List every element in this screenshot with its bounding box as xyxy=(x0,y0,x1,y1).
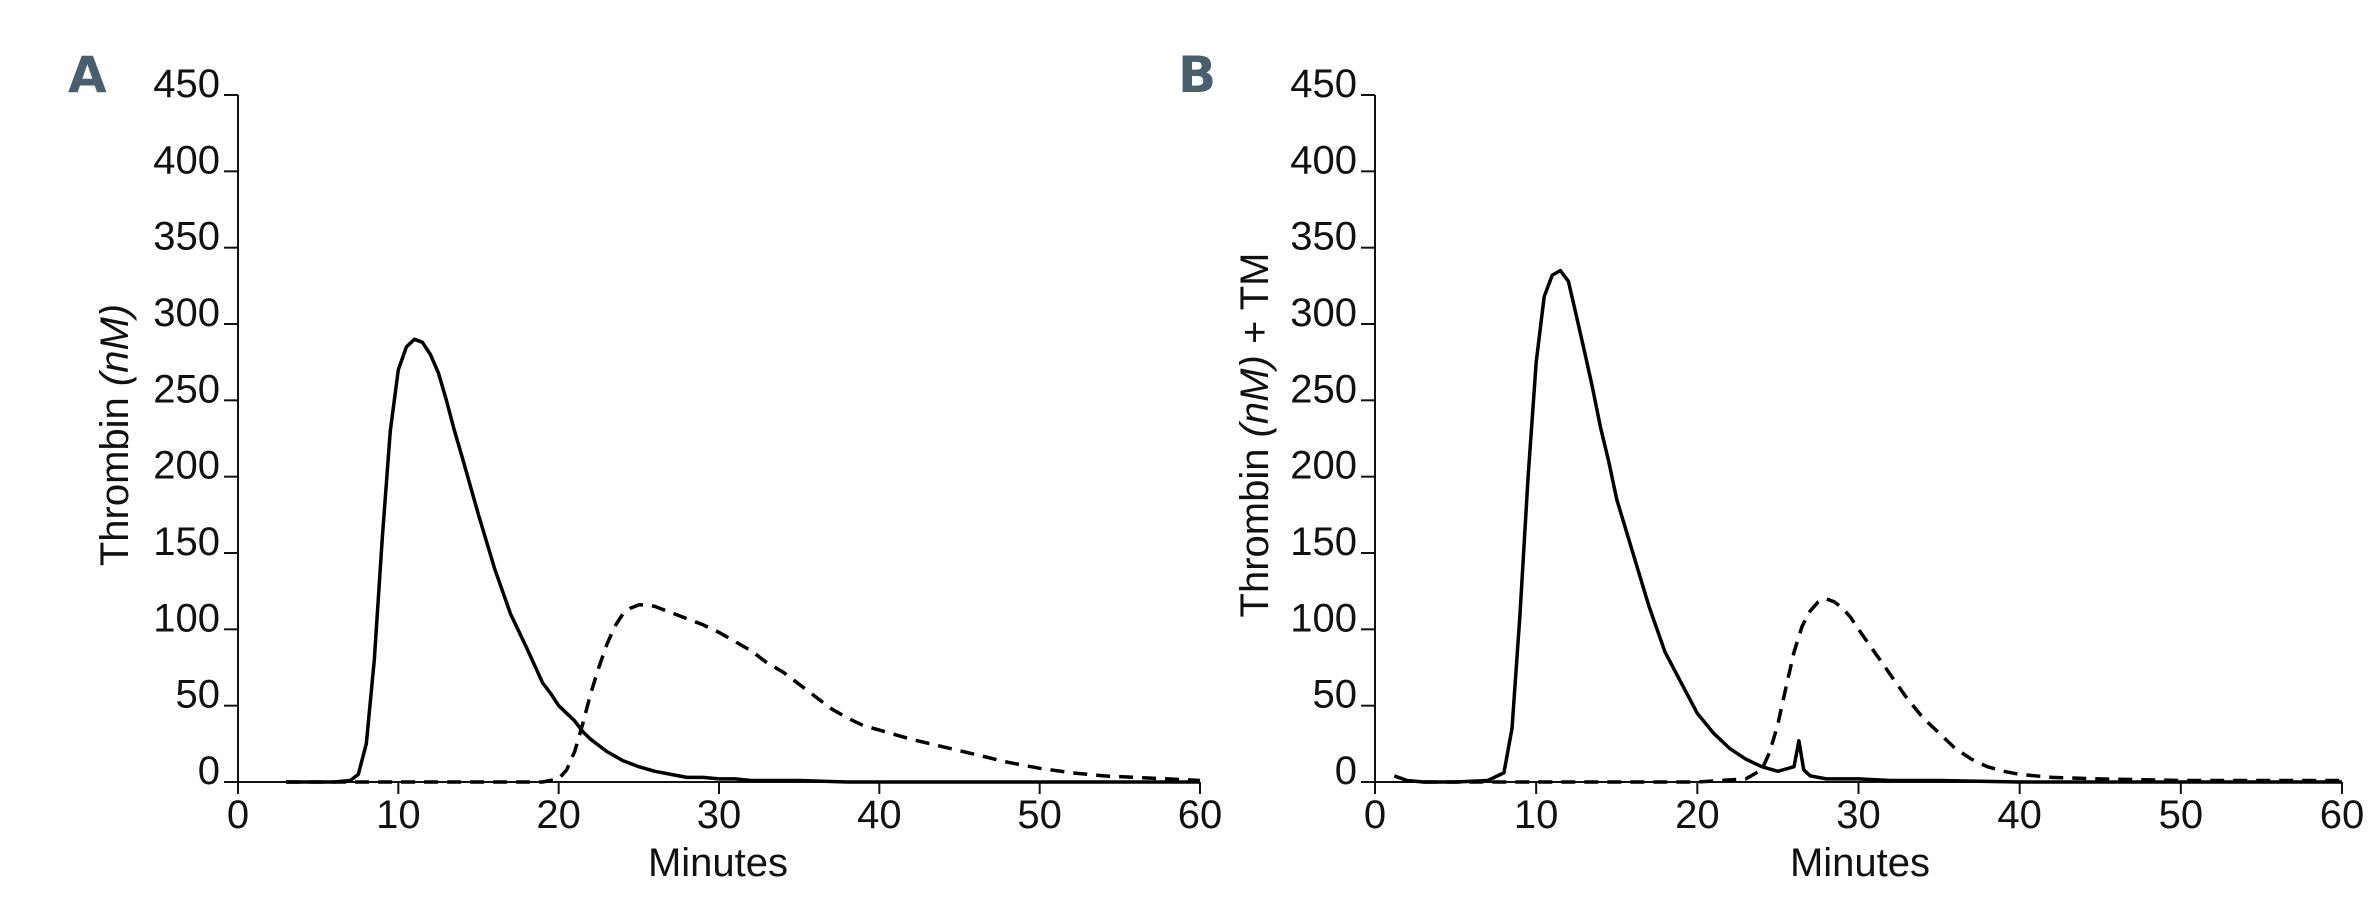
chart-panel-b: B Thrombin (nM) + TM Minutes 05010015020… xyxy=(1178,46,2364,885)
y-axis-title-a-unit: (nM) xyxy=(93,304,137,386)
series-solid-line-a xyxy=(286,337,1200,784)
y-tick-label-b: 150 xyxy=(1290,520,1357,564)
panel-label-b: B xyxy=(1178,46,1216,104)
x-tick-label-b: 20 xyxy=(1675,793,1720,837)
series-dashed-line-b xyxy=(1423,597,2342,784)
y-tick-label-b: 400 xyxy=(1290,138,1357,182)
y-tick-label-a: 150 xyxy=(153,520,220,564)
y-tick-label-a: 300 xyxy=(153,291,220,335)
y-tick-label-b: 50 xyxy=(1313,673,1358,717)
x-axis-title-a: Minutes xyxy=(648,841,788,885)
y-tick-label-a: 50 xyxy=(176,673,221,717)
chart-panel-a: A Thrombin (nM) Minutes 0501001502002503… xyxy=(68,46,1222,885)
x-tick-label-a: 0 xyxy=(227,793,249,837)
x-tick-label-a: 10 xyxy=(376,793,421,837)
x-tick-label-a: 30 xyxy=(697,793,742,837)
y-axis-title-b-suffix: + TM xyxy=(1233,253,1277,356)
x-tick-label-b: 10 xyxy=(1514,793,1559,837)
y-axis-title-b-text: Thrombin xyxy=(1233,437,1277,617)
x-tick-label-a: 50 xyxy=(1017,793,1062,837)
y-tick-label-a: 350 xyxy=(153,215,220,259)
y-tick-label-a: 450 xyxy=(153,62,220,106)
y-tick-label-b: 200 xyxy=(1290,444,1357,488)
y-tick-label-b: 100 xyxy=(1290,596,1357,640)
x-tick-label-b: 30 xyxy=(1836,793,1881,837)
series-solid-line-b xyxy=(1393,268,2342,784)
x-tick-label-b: 60 xyxy=(2320,793,2365,837)
x-axis-title-b: Minutes xyxy=(1790,841,1930,885)
y-tick-label-a: 200 xyxy=(153,444,220,488)
x-tick-label-b: 0 xyxy=(1364,793,1386,837)
y-tick-label-a: 400 xyxy=(153,138,220,182)
y-tick-label-b: 0 xyxy=(1335,749,1357,793)
y-axis-title-b-unit: (nM) xyxy=(1233,355,1277,437)
panel-label-a: A xyxy=(68,46,107,104)
y-tick-label-b: 350 xyxy=(1290,215,1357,259)
y-tick-label-b: 250 xyxy=(1290,367,1357,411)
y-tick-label-a: 0 xyxy=(198,749,220,793)
y-axis-title-a-text: Thrombin xyxy=(93,386,137,566)
y-tick-label-a: 250 xyxy=(153,367,220,411)
y-tick-label-b: 450 xyxy=(1290,62,1357,106)
y-axis-title-b: Thrombin (nM) + TM xyxy=(1233,253,1277,618)
x-tick-label-b: 50 xyxy=(2159,793,2204,837)
x-tick-label-b: 40 xyxy=(1997,793,2042,837)
series-dashed-line-a xyxy=(286,603,1201,784)
x-tick-label-a: 40 xyxy=(857,793,902,837)
x-tick-label-a: 20 xyxy=(536,793,581,837)
y-axis-title-a: Thrombin (nM) xyxy=(93,304,137,566)
y-tick-label-a: 100 xyxy=(153,596,220,640)
y-tick-label-b: 300 xyxy=(1290,291,1357,335)
x-tick-label-a: 60 xyxy=(1178,793,1223,837)
